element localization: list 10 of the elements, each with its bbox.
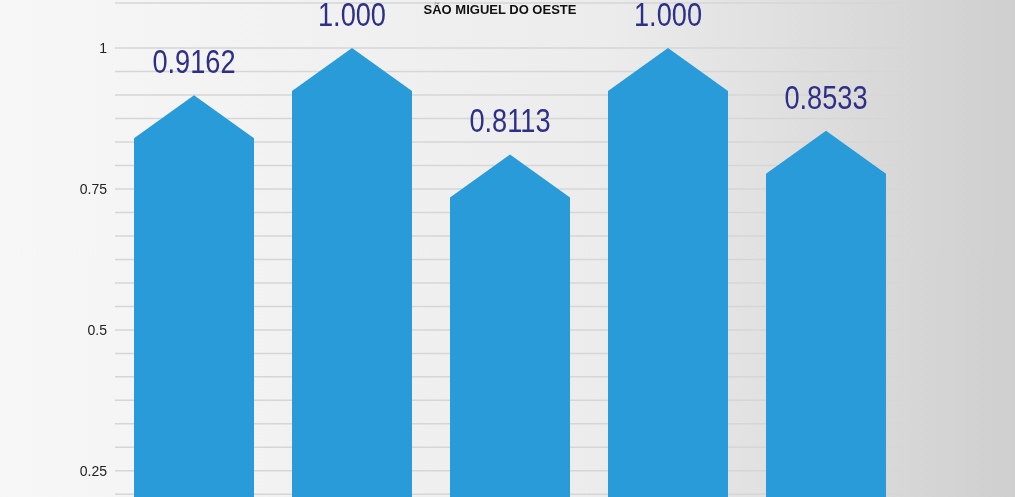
- chart-title: SÃO MIGUEL DO OESTE: [423, 2, 577, 17]
- y-tick-label: 0.25: [79, 462, 108, 479]
- data-label: 1.000: [633, 0, 703, 34]
- y-tick-label: 1: [99, 40, 108, 57]
- data-label: 0.8113: [469, 101, 551, 141]
- data-label: 1.000: [317, 0, 387, 34]
- data-label: 0.9162: [152, 42, 236, 82]
- data-label: 0.8533: [784, 77, 868, 117]
- y-tick-label: 0.5: [87, 321, 108, 338]
- y-tick-label: 0.75: [79, 180, 108, 197]
